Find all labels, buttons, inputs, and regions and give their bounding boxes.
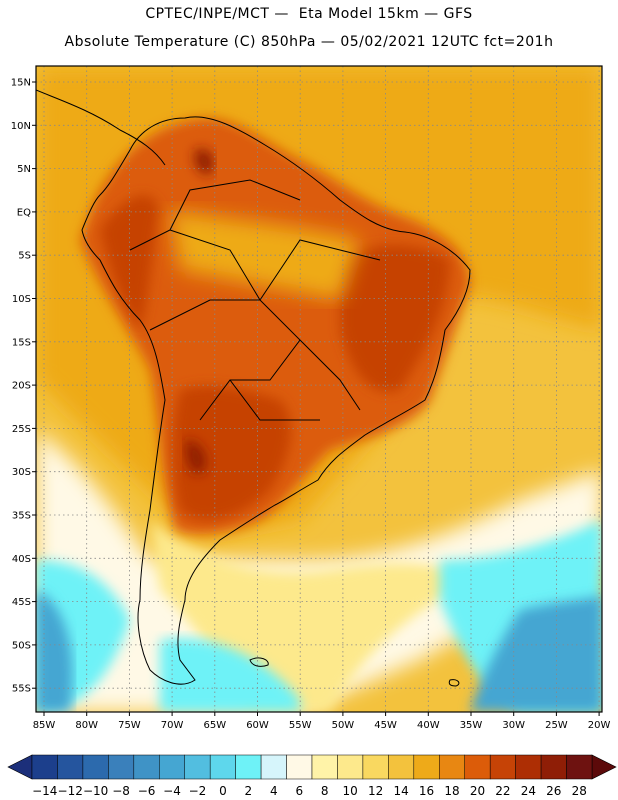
colorbar-label: 10 bbox=[343, 784, 358, 798]
colorbar-swatch bbox=[337, 754, 364, 780]
colorbar-label: 0 bbox=[219, 784, 227, 798]
longitude-label: 35W bbox=[460, 720, 483, 731]
longitude-label: 70W bbox=[161, 720, 184, 731]
latitude-label: 10N bbox=[11, 121, 31, 132]
colorbar-tick-labels: −14 −12 −10 −8 −6 −4 −2 0 2 4 6 8 10 12 14 16 18 20 22 24 26… bbox=[32, 784, 587, 798]
latitude-label: 50S bbox=[12, 640, 31, 651]
latitude-label: 30S bbox=[12, 467, 31, 478]
hottest-core-field bbox=[185, 149, 215, 474]
south-america-coastline bbox=[81, 116, 471, 685]
colorbar-swatch bbox=[159, 754, 185, 780]
longitude-label: 55W bbox=[289, 720, 312, 731]
colorbar-swatch bbox=[133, 754, 160, 780]
longitude-label: 75W bbox=[118, 720, 141, 731]
longitude-label: 20W bbox=[588, 720, 611, 731]
colorbar-swatch bbox=[286, 754, 313, 780]
map-title-line-2: Absolute Temperature (C) 850hPa — 05/02/… bbox=[64, 34, 554, 50]
colorbar-label: 28 bbox=[572, 784, 587, 798]
colorbar-swatch bbox=[413, 754, 440, 780]
central-america-coastline bbox=[36, 89, 166, 166]
colorbar-swatch bbox=[362, 754, 389, 780]
colorbar-label: 24 bbox=[521, 784, 536, 798]
colorbar-label: 8 bbox=[321, 784, 329, 798]
latitude-label: 25S bbox=[12, 424, 31, 435]
latitude-label: 10S bbox=[12, 294, 31, 305]
latitude-label: 20S bbox=[12, 381, 31, 392]
plot-frame bbox=[35, 65, 603, 713]
colorbar-label: 22 bbox=[495, 784, 510, 798]
colorbar-label: 20 bbox=[470, 784, 485, 798]
colorbar-swatch bbox=[209, 754, 236, 780]
latitude-label: 35S bbox=[12, 511, 31, 522]
longitude-label: 60W bbox=[246, 720, 269, 731]
amazon-milder-band bbox=[170, 210, 360, 300]
longitude-label: 40W bbox=[417, 720, 440, 731]
map-title-line-1: CPTEC/INPE/MCT — Eta Model 15km — GFS bbox=[145, 6, 473, 22]
cold-southeast-patch bbox=[470, 595, 602, 712]
colorbar-swatch bbox=[464, 754, 491, 780]
colorbar-label: 6 bbox=[295, 784, 303, 798]
hotter-core-field bbox=[100, 195, 450, 521]
colorbar-swatch bbox=[540, 754, 567, 780]
latitude-label: 5S bbox=[18, 251, 31, 262]
longitude-label: 85W bbox=[33, 720, 56, 731]
latitude-label: 15S bbox=[12, 337, 31, 348]
colorbar-swatch bbox=[388, 754, 415, 780]
colorbar-label: −6 bbox=[138, 784, 156, 798]
longitude-axis-labels: 85W 80W 75W 70W 65W 60W 55W 50W 45W 40W 35W 30W 25W 2… bbox=[33, 712, 611, 731]
colorbar-label: 26 bbox=[546, 784, 561, 798]
colorbar-label: −14 bbox=[32, 784, 57, 798]
colorbar-swatch bbox=[439, 754, 465, 780]
cool-drake-patch bbox=[160, 638, 300, 712]
colorbar-swatch bbox=[235, 754, 262, 780]
colorbar-swatch bbox=[31, 754, 58, 780]
longitude-label: 80W bbox=[75, 720, 98, 731]
colorbar-label: 2 bbox=[245, 784, 253, 798]
colorbar-left-cap bbox=[7, 754, 33, 780]
latitude-label: EQ bbox=[17, 207, 31, 218]
latitude-label: 5N bbox=[17, 164, 31, 175]
colorbar-swatch bbox=[260, 754, 287, 780]
colorbar-swatch bbox=[184, 754, 211, 780]
colorbar-label: −8 bbox=[112, 784, 130, 798]
colorbar-right-cap bbox=[591, 754, 617, 780]
colorbar-swatch bbox=[82, 754, 109, 780]
longitude-label: 30W bbox=[502, 720, 525, 731]
colorbar-label: 18 bbox=[444, 784, 459, 798]
colorbar-swatch bbox=[515, 754, 542, 780]
colorbar-swatch bbox=[108, 754, 135, 780]
latitude-label: 55S bbox=[12, 684, 31, 695]
coastline-and-borders bbox=[36, 89, 471, 687]
latitude-label: 45S bbox=[12, 597, 31, 608]
national-borders bbox=[129, 179, 381, 421]
colorbar-swatch bbox=[57, 754, 84, 780]
longitude-label: 45W bbox=[374, 720, 397, 731]
colorbar-swatch bbox=[311, 754, 338, 780]
temperature-field bbox=[36, 66, 602, 712]
colorbar-label: 12 bbox=[368, 784, 383, 798]
colorbar-label: −4 bbox=[163, 784, 181, 798]
latitude-label: 15N bbox=[11, 78, 31, 89]
colorbar-label: −2 bbox=[189, 784, 207, 798]
longitude-label: 65W bbox=[203, 720, 226, 731]
colorbar-swatch bbox=[566, 754, 593, 780]
colorbar-label: −12 bbox=[58, 784, 83, 798]
colorbar-label: −10 bbox=[83, 784, 108, 798]
cold-southwest-patch bbox=[36, 590, 73, 712]
temperature-colorbar bbox=[7, 754, 617, 780]
colorbar-label: 16 bbox=[419, 784, 434, 798]
longitude-label: 25W bbox=[545, 720, 568, 731]
colorbar-swatch bbox=[489, 754, 516, 780]
south-atlantic-islands bbox=[249, 657, 460, 687]
colorbar-label: 4 bbox=[270, 784, 278, 798]
latitude-axis-labels: 15N 10N 5N EQ 5S 10S 15S 20S 25S 30S 35S 40S 45S 50S 5… bbox=[11, 78, 36, 695]
latitude-label: 40S bbox=[12, 554, 31, 565]
colorbar-label: 14 bbox=[393, 784, 408, 798]
longitude-label: 50W bbox=[332, 720, 355, 731]
